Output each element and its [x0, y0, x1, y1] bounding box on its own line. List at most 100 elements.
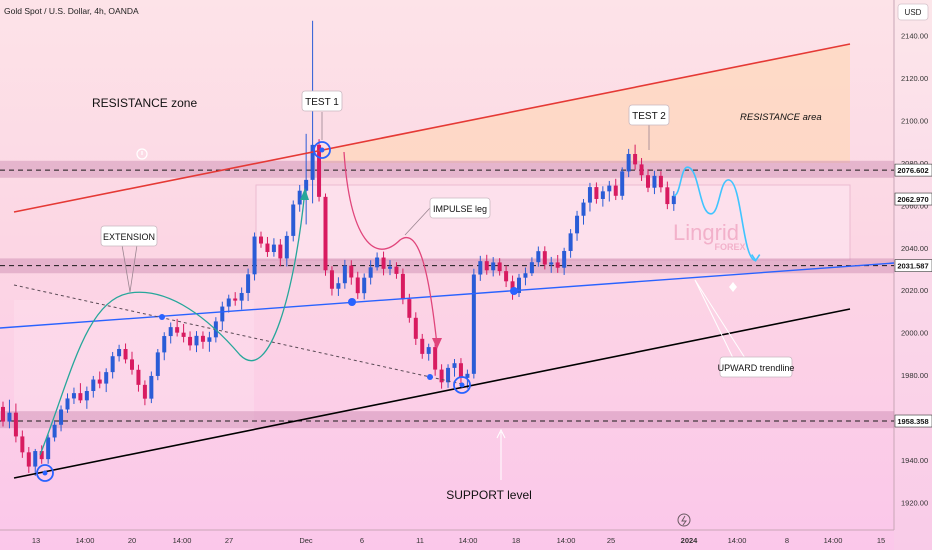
candle-body — [549, 262, 554, 265]
test1-circle-marker[interactable] — [313, 141, 331, 159]
candle-body — [478, 261, 483, 275]
candle-body — [587, 187, 592, 203]
candle-body — [613, 185, 618, 196]
candle-body — [46, 437, 51, 460]
candle-body — [504, 271, 509, 282]
candle-body — [168, 327, 173, 337]
test2-callout[interactable]: TEST 2 — [628, 104, 670, 150]
candle-body — [59, 409, 64, 425]
candle-body — [310, 144, 315, 180]
candle-body — [71, 393, 76, 399]
price-tick-label: 2060.00 — [901, 201, 928, 210]
time-tick-label: 6 — [360, 536, 364, 545]
candle-body — [336, 283, 341, 289]
candle-body — [646, 175, 650, 188]
candle-body — [65, 398, 70, 410]
candle-body — [200, 335, 205, 342]
upward-trendline-label-box — [719, 356, 793, 378]
candles-layer — [1, 20, 676, 476]
time-tick-label: 2024 — [681, 536, 699, 545]
extension-callout[interactable]: EXTENSION — [100, 225, 158, 293]
horizontal-zone-3 — [0, 411, 894, 429]
candle-body — [426, 347, 431, 354]
candle-body — [7, 412, 12, 422]
candle-body — [52, 424, 57, 438]
candle-body — [600, 191, 605, 199]
price-tick-label: 1920.00 — [901, 498, 928, 507]
candle-body — [329, 270, 334, 289]
candle-body — [510, 281, 515, 293]
candle-body — [465, 373, 470, 378]
time-tick-label: 14:00 — [824, 536, 843, 545]
test1-label-box — [301, 90, 343, 112]
impulse-label: IMPULSE leg — [433, 204, 487, 214]
candle-body — [317, 144, 322, 197]
trendline-touch-dot-1 — [348, 298, 356, 306]
test1-callout[interactable]: TEST 1 — [301, 90, 343, 140]
time-tick-label: 11 — [416, 536, 424, 545]
candle-body — [491, 262, 496, 271]
candle-body — [536, 251, 541, 263]
candle-body — [149, 375, 154, 399]
currency-box[interactable] — [897, 3, 929, 21]
candle-body — [362, 277, 367, 294]
candle-body — [162, 336, 167, 353]
candle-body — [658, 175, 663, 188]
price-tick-label: 2100.00 — [901, 116, 928, 125]
time-tick-label: 8 — [785, 536, 789, 545]
horizontal-zone-1 — [0, 160, 894, 178]
extension-label-box — [100, 225, 158, 247]
resistance-trendline[interactable] — [13, 43, 851, 213]
candle-body — [497, 262, 502, 272]
time-axis-ticks: 13 14:00 20 14:00 27 Dec 6 11 14:00 18 14:00 25 2024… — [32, 536, 885, 545]
candle-body — [123, 348, 128, 360]
impulse-callout[interactable]: IMPULSE leg — [404, 197, 491, 236]
candle-body — [252, 236, 257, 275]
resistance-area-label: RESISTANCE area — [740, 112, 822, 123]
candle-body — [220, 306, 225, 322]
price-label-value: 2076.602 — [897, 166, 928, 175]
candle-body — [226, 298, 231, 307]
price-label-box — [894, 192, 932, 206]
price-tick-label: 1980.00 — [901, 371, 928, 380]
time-tick-label: 13 — [32, 536, 40, 545]
candle-body — [388, 266, 392, 269]
support-level-label: SUPPORT level — [446, 488, 532, 502]
extension-arrowhead — [300, 188, 309, 200]
candle-body — [78, 393, 83, 401]
candle-body — [194, 335, 199, 346]
price-tick-label: 2020.00 — [901, 286, 928, 295]
candle-body — [665, 187, 670, 205]
upward-trendline[interactable] — [0, 262, 895, 329]
time-tick-label: 14:00 — [173, 536, 192, 545]
upward-trendline-callout[interactable]: UPWARD trendline — [694, 279, 794, 378]
candle-body — [607, 185, 612, 192]
alert-icon[interactable] — [136, 148, 148, 160]
impulse-label-box — [429, 197, 491, 219]
diamond-marker-icon — [729, 282, 737, 292]
candle-body — [155, 352, 160, 376]
price-tick-label: 2080.00 — [901, 159, 928, 168]
support-trendline[interactable] — [13, 308, 851, 479]
trendline-touch-dot-2 — [510, 287, 518, 295]
candle-body — [117, 348, 122, 357]
test2-label-box — [628, 104, 670, 126]
candle-body — [175, 327, 180, 333]
support-touch-circle-marker[interactable] — [453, 376, 471, 394]
candle-body — [420, 338, 425, 354]
lightning-event-icon[interactable] — [677, 513, 691, 527]
price-tick-label: 2000.00 — [901, 329, 928, 338]
time-tick-label: 14:00 — [557, 536, 576, 545]
candle-body — [97, 379, 102, 384]
candle-body — [110, 356, 115, 373]
low-touch-circle-marker[interactable] — [36, 464, 54, 482]
time-tick-label: 14:00 — [459, 536, 478, 545]
levels-layer — [0, 169, 894, 422]
candle-body — [568, 233, 573, 251]
time-tick-label: 20 — [128, 536, 136, 545]
candle-body — [368, 267, 373, 278]
price-tick-label: 2120.00 — [901, 74, 928, 83]
price-label-box — [894, 163, 932, 177]
candle-body — [91, 379, 96, 392]
